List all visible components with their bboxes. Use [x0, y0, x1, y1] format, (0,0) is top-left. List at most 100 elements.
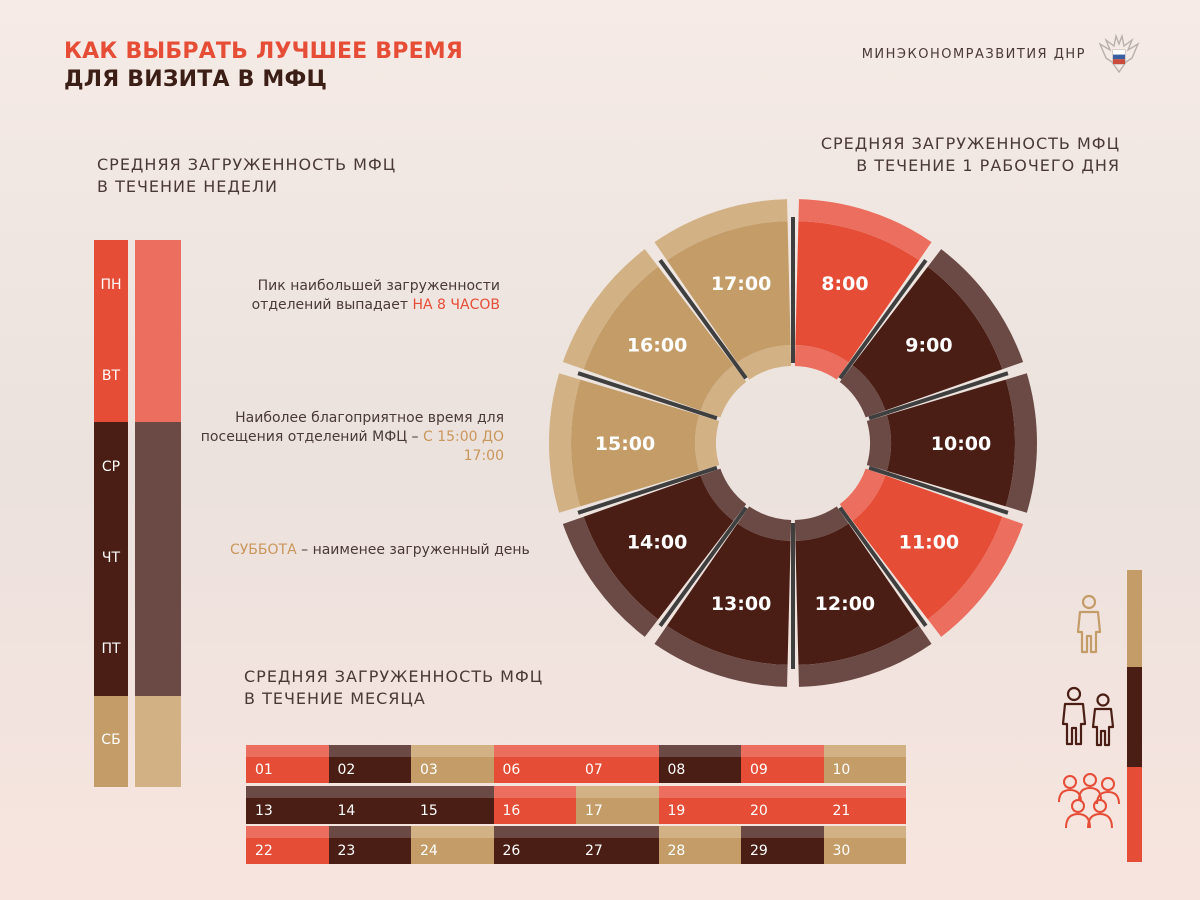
month-day-label: 23	[337, 843, 356, 859]
donut-separator	[577, 371, 718, 421]
peak-note-highlight: НА 8 ЧАСОВ	[412, 297, 501, 313]
donut-separator	[577, 465, 718, 515]
month-cell-top	[411, 826, 494, 838]
donut-hour-label: 13:00	[711, 593, 771, 615]
week-day-label: ПТ	[101, 641, 121, 658]
month-cell-top	[246, 826, 329, 838]
legend-bar-low	[1127, 570, 1142, 667]
donut-segment	[583, 475, 734, 620]
month-cell	[823, 757, 906, 783]
donut-inner-ring-segment	[866, 415, 891, 471]
donut-segment	[795, 523, 920, 665]
donut-hour-label: 9:00	[905, 334, 952, 356]
month-day-label: 01	[255, 762, 273, 778]
month-cell-top	[246, 745, 329, 757]
month-cell-top	[658, 745, 741, 757]
day-donut-chart: 8:00 9:00 10:00 11:00 12:00 13:00 14:00 15:00 16…	[549, 199, 1037, 687]
week-bar-shade	[135, 422, 181, 696]
week-heading-line-2: В ТЕЧЕНИЕ НЕДЕЛИ	[97, 177, 278, 196]
month-cell-top	[576, 745, 659, 757]
month-cell-top	[741, 786, 824, 798]
donut-segment	[795, 221, 920, 363]
legend-bar-high	[1127, 767, 1142, 862]
week-day-label: ВТ	[101, 367, 121, 384]
donut-segment	[666, 221, 791, 363]
month-day-label: 13	[255, 803, 273, 819]
page-title: КАК ВЫБРАТЬ ЛУЧШЕЕ ВРЕМЯ ДЛЯ ВИЗИТА В МФ…	[64, 38, 463, 94]
legend-bar-medium	[1127, 667, 1142, 767]
month-heading: СРЕДНЯЯ ЗАГРУЖЕННОСТЬ МФЦ В ТЕЧЕНИЕ МЕСЯ…	[244, 666, 543, 710]
donut-segment	[571, 379, 700, 507]
day-heading-line-2: В ТЕЧЕНИЕ 1 РАБОЧЕГО ДНЯ	[856, 156, 1120, 175]
donut-hour-label: 14:00	[627, 532, 687, 554]
month-day-label: 03	[420, 762, 438, 778]
month-cell-top	[576, 786, 659, 798]
donut-segment	[583, 266, 734, 411]
peak-note: Пик наибольшей загруженности отделений в…	[228, 277, 500, 315]
donut-outer-ring-segment	[927, 516, 1024, 637]
donut-inner-ring-segment	[737, 506, 792, 541]
month-cell	[823, 798, 906, 824]
donut-separator	[658, 258, 748, 380]
month-cell-top	[823, 745, 906, 757]
month-day-label: 06	[502, 762, 521, 778]
month-cell	[741, 798, 824, 824]
donut-outer-ring-segment	[549, 373, 581, 513]
donut-hour-label: 8:00	[821, 273, 868, 295]
month-cell	[328, 757, 411, 783]
month-day-label: 14	[337, 803, 356, 819]
month-day-label: 20	[750, 803, 768, 819]
donut-outer-ring-segment	[798, 199, 932, 261]
month-day-label: 17	[585, 803, 603, 819]
donut-separator	[868, 465, 1009, 515]
donut-inner-ring-segment	[695, 415, 720, 471]
month-cell-top	[576, 826, 659, 838]
best-time-note: Наиболее благоприятное время для посещен…	[200, 409, 504, 466]
donut-outer-ring-segment	[1005, 373, 1037, 513]
one-person-icon	[1076, 594, 1102, 654]
month-cell-top	[411, 745, 494, 757]
dnr-coat-of-arms-icon	[1098, 34, 1140, 74]
month-day-label: 15	[420, 803, 438, 819]
month-cell-top	[741, 745, 824, 757]
donut-separator	[838, 258, 928, 380]
title-line-2: ДЛЯ ВИЗИТА В МФЦ	[64, 67, 328, 92]
month-cell-top	[823, 826, 906, 838]
donut-hour-label: 11:00	[899, 532, 959, 554]
donut-outer-ring-segment	[798, 625, 932, 687]
donut-segment	[886, 379, 1016, 507]
month-cell	[411, 798, 494, 824]
month-cell	[741, 757, 824, 783]
donut-inner-ring-segment	[700, 468, 747, 521]
month-cell-top	[328, 826, 411, 838]
month-cell-top	[658, 826, 741, 838]
month-heading-line-2: В ТЕЧЕНИЕ МЕСЯЦА	[244, 689, 426, 708]
month-cell	[246, 798, 329, 824]
month-cell	[493, 798, 576, 824]
donut-inner-ring-segment	[794, 345, 849, 380]
month-cell	[576, 798, 659, 824]
month-cell	[411, 757, 494, 783]
month-day-label: 10	[832, 762, 851, 778]
month-cell-top	[328, 786, 411, 798]
donut-outer-ring-segment	[562, 249, 659, 370]
month-cell	[576, 838, 659, 864]
month-cell	[411, 838, 494, 864]
peak-note-text: Пик наибольшей загруженности отделений в…	[251, 278, 500, 313]
donut-outer-ring-segment	[654, 625, 788, 687]
month-cell	[246, 838, 329, 864]
month-day-label: 29	[750, 843, 768, 859]
donut-inner-ring-segment	[839, 365, 886, 418]
donut-separator	[838, 506, 928, 628]
week-bar-segment	[94, 240, 128, 423]
donut-inner-ring-segment	[794, 506, 849, 541]
donut-hour-label: 10:00	[931, 433, 991, 455]
month-day-label: 21	[832, 803, 851, 819]
month-cell	[658, 757, 741, 783]
month-cell	[823, 838, 906, 864]
month-day-label: 26	[502, 843, 521, 859]
month-day-label: 28	[667, 843, 686, 859]
month-cell	[741, 838, 824, 864]
month-cell	[658, 838, 741, 864]
two-people-icon	[1061, 686, 1115, 747]
